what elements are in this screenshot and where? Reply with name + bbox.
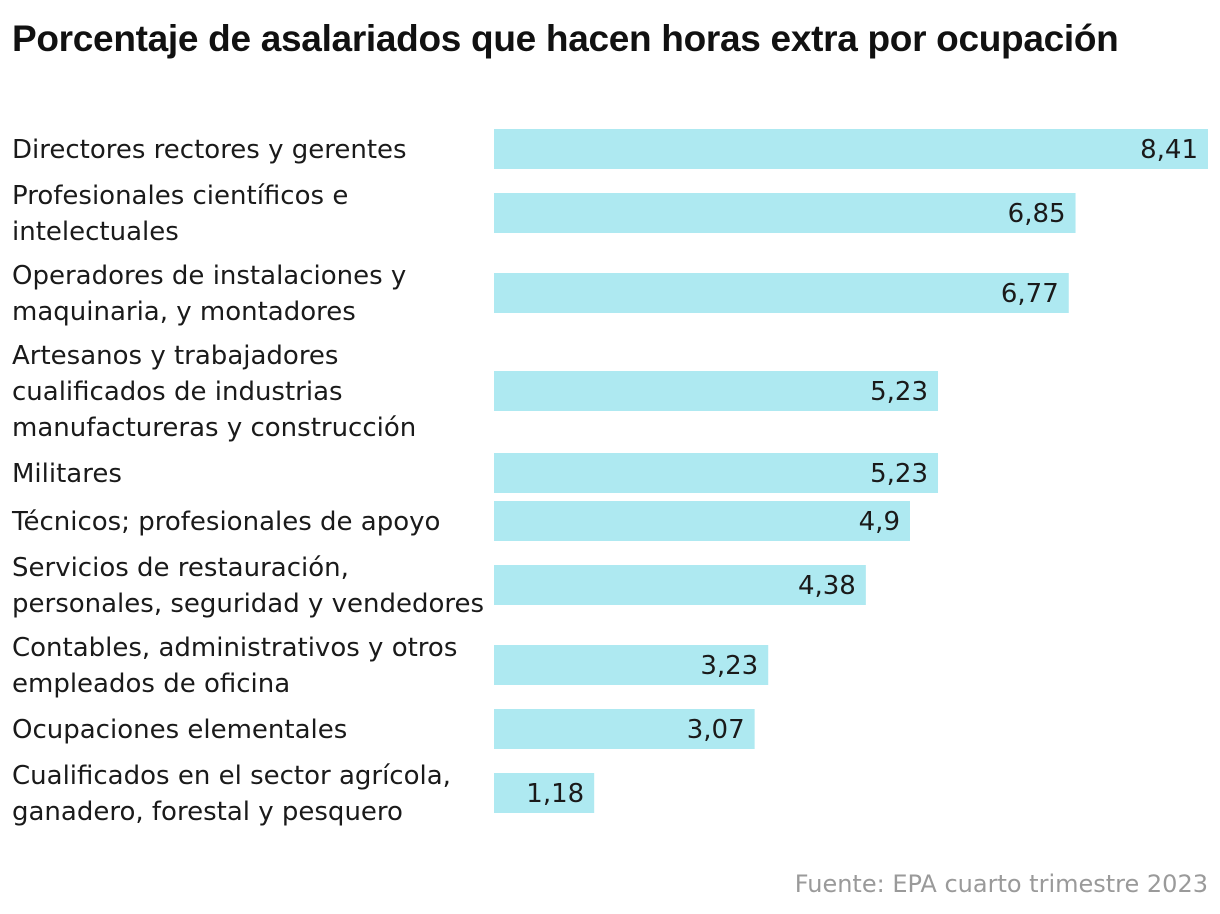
chart-title: Porcentaje de asalariados que hacen hora… <box>12 18 1119 59</box>
value-label-1: 6,85 <box>1008 199 1066 229</box>
category-label-0: Directores rectores y gerentes <box>12 135 407 165</box>
category-label-7: Contables, administrativos y otros emplea… <box>12 633 457 699</box>
category-label-line: personales, seguridad y vendedores <box>12 589 484 619</box>
category-label-line: Ocupaciones elementales <box>12 715 347 745</box>
bar-7 <box>494 645 769 685</box>
bar-8 <box>494 709 755 749</box>
value-label-3: 5,23 <box>870 377 928 407</box>
category-label-9: Cualificados en el sector agrícola, ganad… <box>12 761 451 827</box>
category-label-line: Artesanos y trabajadores <box>12 341 338 371</box>
category-label-1: Profesionales científicos e intelectuales <box>12 181 348 247</box>
category-label-line: empleados de oficina <box>12 669 290 699</box>
bar-3 <box>494 371 939 411</box>
bar-5 <box>494 501 911 541</box>
category-label-line: Técnicos; profesionales de apoyo <box>11 507 440 537</box>
category-label-line: Directores rectores y gerentes <box>12 135 407 165</box>
category-label-line: Militares <box>12 459 122 489</box>
value-label-6: 4,38 <box>798 571 856 601</box>
category-label-line: manufactureras y construcción <box>12 413 416 443</box>
value-label-7: 3,23 <box>700 651 758 681</box>
category-label-line: intelectuales <box>12 217 179 247</box>
value-label-0: 8,41 <box>1140 135 1198 165</box>
category-label-8: Ocupaciones elementales <box>12 715 347 745</box>
category-label-line: Operadores de instalaciones y <box>12 261 406 291</box>
category-label-line: Cualificados en el sector agrícola, <box>12 761 451 791</box>
source-note: Fuente: EPA cuarto trimestre 2023 <box>794 870 1208 898</box>
category-label-line: ganadero, forestal y pesquero <box>12 797 403 827</box>
value-label-4: 5,23 <box>870 459 928 489</box>
value-label-2: 6,77 <box>1001 279 1059 309</box>
category-label-2: Operadores de instalaciones y maquinaria,… <box>12 261 406 327</box>
bar-4 <box>494 453 939 493</box>
category-label-line: Profesionales científicos e <box>12 181 348 211</box>
category-label-4: Militares <box>12 459 122 489</box>
bar-0 <box>494 129 1208 169</box>
category-label-line: cualificados de industrias <box>12 377 343 407</box>
category-label-6: Servicios de restauración, personales, se… <box>12 553 484 619</box>
bar-9 <box>494 773 595 813</box>
bar-2 <box>494 273 1069 313</box>
value-label-9: 1,18 <box>526 779 584 809</box>
bar-1 <box>494 193 1076 233</box>
category-label-3: Artesanos y trabajadores cualificados de … <box>12 341 416 443</box>
bar-6 <box>494 565 866 605</box>
category-label-line: Contables, administrativos y otros <box>12 633 457 663</box>
value-label-8: 3,07 <box>687 715 745 745</box>
category-label-5: Técnicos; profesionales de apoyo <box>11 507 440 537</box>
category-label-line: Servicios de restauración, <box>12 553 349 583</box>
value-label-5: 4,9 <box>859 507 900 537</box>
category-label-line: maquinaria, y montadores <box>12 297 356 327</box>
